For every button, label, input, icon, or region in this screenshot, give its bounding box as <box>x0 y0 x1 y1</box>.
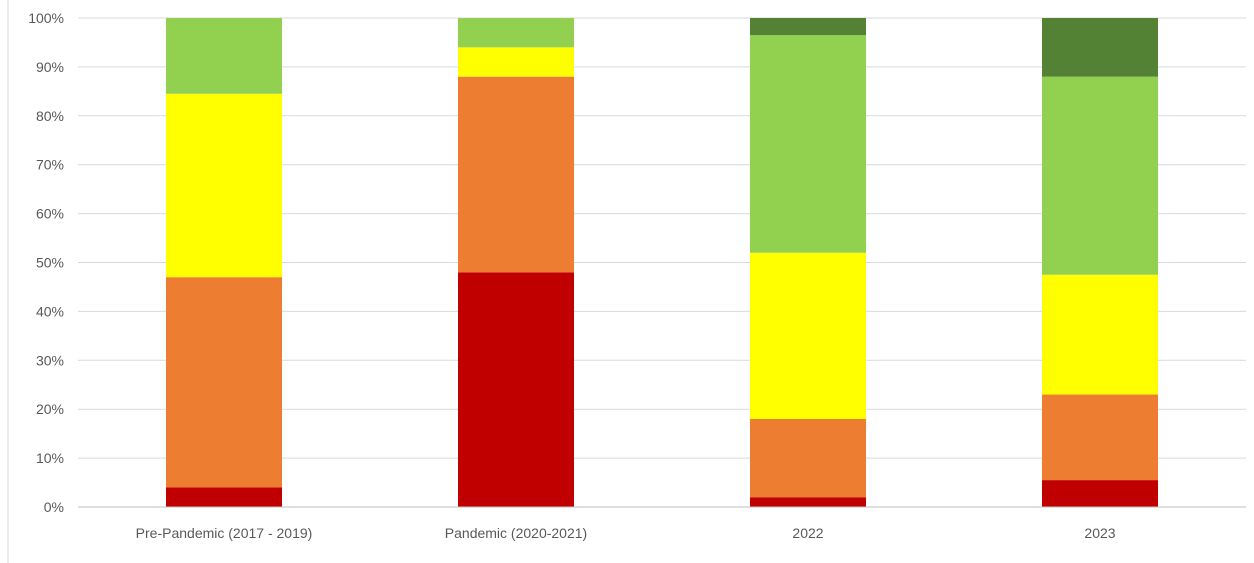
bar-segment <box>1042 76 1158 275</box>
bar-segment <box>1042 480 1158 507</box>
y-tick-label: 80% <box>36 108 64 124</box>
bar-segment <box>1042 274 1158 395</box>
y-axis-tick-labels: 0% 10% 20% 30% 40% 50% 60% 70% 80% 90% 100% <box>28 10 64 515</box>
y-tick-label: 30% <box>36 352 64 368</box>
x-category-label: 2022 <box>792 525 823 541</box>
bar-segment <box>166 277 282 488</box>
y-tick-label: 60% <box>36 206 64 222</box>
x-category-label: 2023 <box>1084 525 1115 541</box>
bar-segment <box>750 252 866 419</box>
x-category-label: Pre-Pandemic (2017 - 2019) <box>136 525 313 541</box>
bar-segment <box>458 76 574 273</box>
y-tick-label: 10% <box>36 450 64 466</box>
y-tick-label: 90% <box>36 59 64 75</box>
y-tick-label: 40% <box>36 303 64 319</box>
x-category-label: Pandemic (2020-2021) <box>445 525 587 541</box>
bar-segment <box>458 18 574 48</box>
y-tick-label: 100% <box>28 10 64 26</box>
bar-segment <box>1042 394 1158 481</box>
y-tick-label: 20% <box>36 401 64 417</box>
y-tick-label: 0% <box>44 499 64 515</box>
bar-segment <box>750 497 866 507</box>
bar-segment <box>750 18 866 36</box>
bar-segment <box>458 272 574 507</box>
x-axis-category-labels: Pre-Pandemic (2017 - 2019) Pandemic (2020… <box>136 525 1116 541</box>
bar-segment <box>166 18 282 94</box>
bar-segment <box>750 35 866 253</box>
bar-segment <box>166 487 282 507</box>
bars <box>166 18 1158 507</box>
bar-segment <box>458 47 574 77</box>
y-tick-label: 50% <box>36 255 64 271</box>
y-tick-label: 70% <box>36 157 64 173</box>
bar-segment <box>1042 18 1158 77</box>
bar-segment <box>750 418 866 498</box>
bar-segment <box>166 93 282 278</box>
